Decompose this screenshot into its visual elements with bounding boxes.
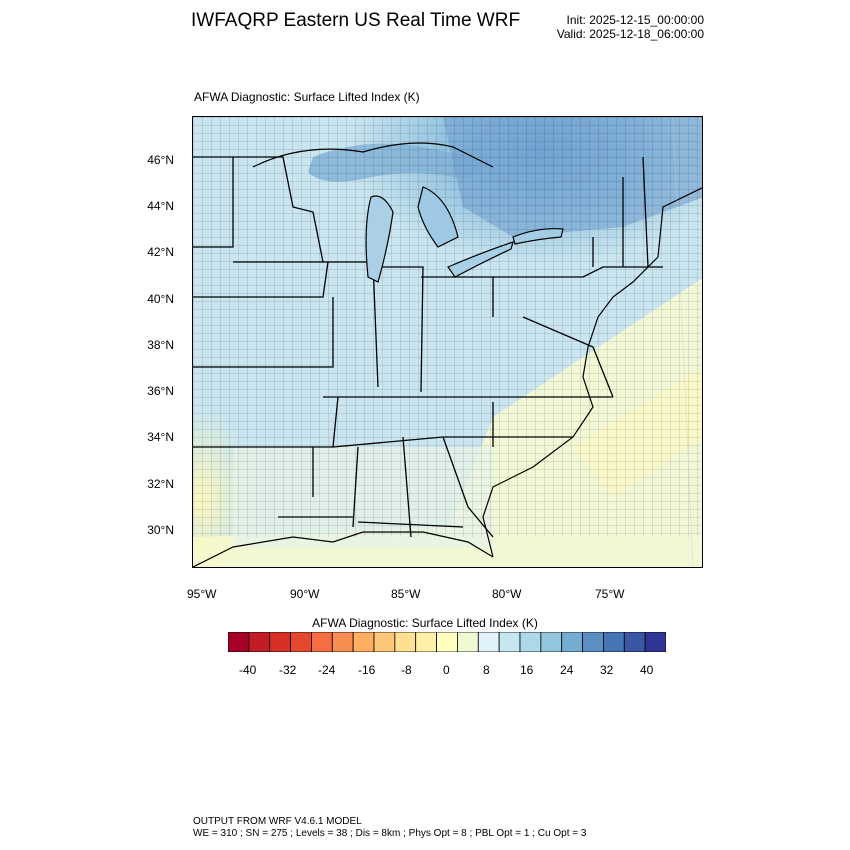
lat-label-42n: 42°N bbox=[147, 245, 174, 259]
plot-title: AFWA Diagnostic: Surface Lifted Index (K… bbox=[194, 90, 420, 104]
atlantic-coast bbox=[482, 187, 702, 558]
lon-label-85w: 85°W bbox=[391, 587, 421, 601]
colorbar-swatch bbox=[623, 632, 646, 652]
colorbar-swatch bbox=[415, 632, 437, 652]
lifted-index-map bbox=[193, 117, 702, 567]
colorbar bbox=[228, 632, 666, 652]
lake-michigan bbox=[365, 195, 394, 283]
colorbar-swatch bbox=[228, 632, 250, 652]
gulf-coast bbox=[193, 531, 494, 567]
colorbar-swatch bbox=[373, 632, 396, 652]
colorbar-tick-label: 8 bbox=[483, 663, 490, 677]
colorbar-swatch bbox=[582, 632, 604, 652]
colorbar-swatch bbox=[352, 632, 375, 652]
lat-label-38n: 38°N bbox=[147, 338, 174, 352]
colorbar-swatch bbox=[477, 632, 500, 652]
colorbar-tick-label: -16 bbox=[358, 663, 376, 677]
lat-label-44n: 44°N bbox=[147, 199, 174, 213]
lat-label-34n: 34°N bbox=[147, 430, 174, 444]
upper-coast bbox=[252, 142, 494, 168]
main-title: IWFAQRP Eastern US Real Time WRF bbox=[191, 10, 521, 31]
colorbar-swatch bbox=[269, 632, 291, 652]
colorbar-swatch bbox=[603, 632, 625, 652]
lat-label-40n: 40°N bbox=[147, 292, 174, 306]
footer: OUTPUT FROM WRF V4.6.1 MODEL WE = 310 ; … bbox=[193, 816, 586, 840]
time-info: Init: 2025-12-15_00:00:00 Valid: 2025-12… bbox=[557, 13, 704, 41]
colorbar-tick-label: 32 bbox=[600, 663, 614, 677]
colorbar-swatch bbox=[290, 632, 312, 652]
lon-label-95w: 95°W bbox=[187, 587, 217, 601]
lat-label-32n: 32°N bbox=[147, 477, 174, 491]
colorbar-swatch bbox=[394, 632, 417, 652]
lake-erie bbox=[447, 241, 514, 278]
lon-label-80w: 80°W bbox=[492, 587, 522, 601]
colorbar-swatch bbox=[644, 632, 666, 652]
lake-ontario bbox=[512, 228, 564, 245]
lake-huron bbox=[417, 186, 459, 248]
lon-gridlines bbox=[672, 117, 694, 567]
colorbar-tick-label: -40 bbox=[239, 663, 257, 677]
colorbar-swatch bbox=[498, 632, 521, 652]
colorbar-title: AFWA Diagnostic: Surface Lifted Index (K… bbox=[312, 616, 538, 630]
valid-time: Valid: 2025-12-18_06:00:00 bbox=[556, 27, 704, 41]
init-time: Init: 2025-12-15_00:00:00 bbox=[566, 13, 704, 27]
state-boundaries bbox=[193, 156, 663, 538]
colorbar-swatch bbox=[248, 632, 271, 652]
lon-label-75w: 75°W bbox=[595, 587, 625, 601]
colorbar-tick-label: 16 bbox=[520, 663, 534, 677]
colorbar-swatch bbox=[331, 632, 354, 652]
colorbar-tick-label: -8 bbox=[401, 663, 412, 677]
colorbar-swatch bbox=[311, 632, 333, 652]
colorbar-tick-label: 40 bbox=[640, 663, 654, 677]
map-frame bbox=[192, 116, 703, 568]
footer-model-line: OUTPUT FROM WRF V4.6.1 MODEL bbox=[193, 816, 362, 827]
colorbar-tick-label: -24 bbox=[318, 663, 336, 677]
lat-label-36n: 36°N bbox=[147, 384, 174, 398]
colorbar-swatch bbox=[540, 632, 563, 652]
colorbar-swatch bbox=[519, 632, 542, 652]
footer-config-line: WE = 310 ; SN = 275 ; Levels = 38 ; Dis … bbox=[193, 828, 587, 839]
colorbar-tick-label: 24 bbox=[560, 663, 574, 677]
colorbar-swatch bbox=[561, 632, 583, 652]
lat-label-30n: 30°N bbox=[147, 523, 174, 537]
lat-label-46n: 46°N bbox=[147, 153, 174, 167]
county-lines bbox=[193, 117, 702, 537]
colorbar-swatch bbox=[436, 632, 458, 652]
coastlines bbox=[193, 142, 702, 567]
colorbar-swatch bbox=[457, 632, 479, 652]
colorbar-tick-label: 0 bbox=[443, 663, 450, 677]
lon-label-90w: 90°W bbox=[290, 587, 320, 601]
colorbar-tick-label: -32 bbox=[279, 663, 297, 677]
